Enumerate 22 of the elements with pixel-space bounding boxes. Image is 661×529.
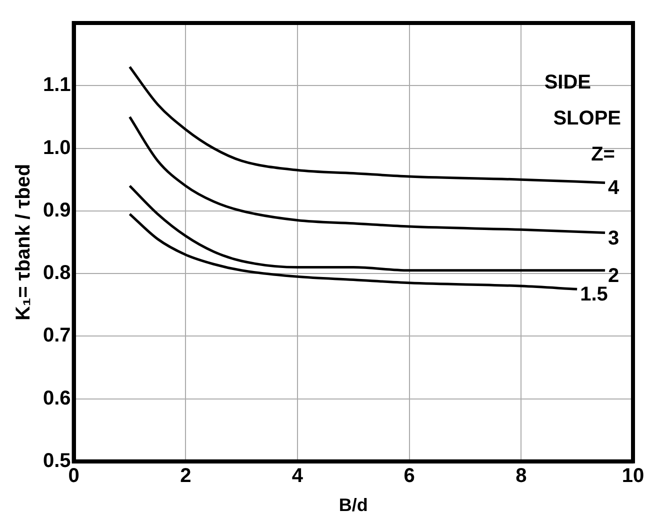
y-axis-title: K₁= τbank / τbed [12, 164, 35, 321]
legend-title: SIDE SLOPE Z= [544, 72, 621, 166]
y-tick-label: 0.6 [42, 387, 71, 410]
series-label: 1.5 [580, 284, 608, 306]
series-label: 3 [608, 227, 620, 250]
x-axis-title: B/d [338, 495, 368, 516]
x-tick-label: 10 [622, 464, 644, 487]
x-tick-label: 4 [292, 464, 304, 487]
x-tick-label: 8 [516, 464, 527, 487]
series-label: 2 [608, 264, 620, 287]
y-tick-label: 1.1 [42, 74, 71, 96]
y-tick-label: 0.5 [42, 450, 71, 472]
line-series [128, 184, 606, 272]
y-tick-label: 0.9 [42, 199, 71, 222]
x-tick-label: 2 [180, 464, 192, 487]
y-tick-label: 0.8 [42, 262, 71, 284]
x-tick-label: 0 [68, 464, 80, 487]
series-label: 4 [608, 177, 620, 200]
line-series [128, 212, 578, 290]
x-tick-label: 6 [404, 464, 415, 487]
y-tick-label: 1.0 [42, 136, 71, 159]
y-tick-label: 0.7 [42, 324, 71, 347]
